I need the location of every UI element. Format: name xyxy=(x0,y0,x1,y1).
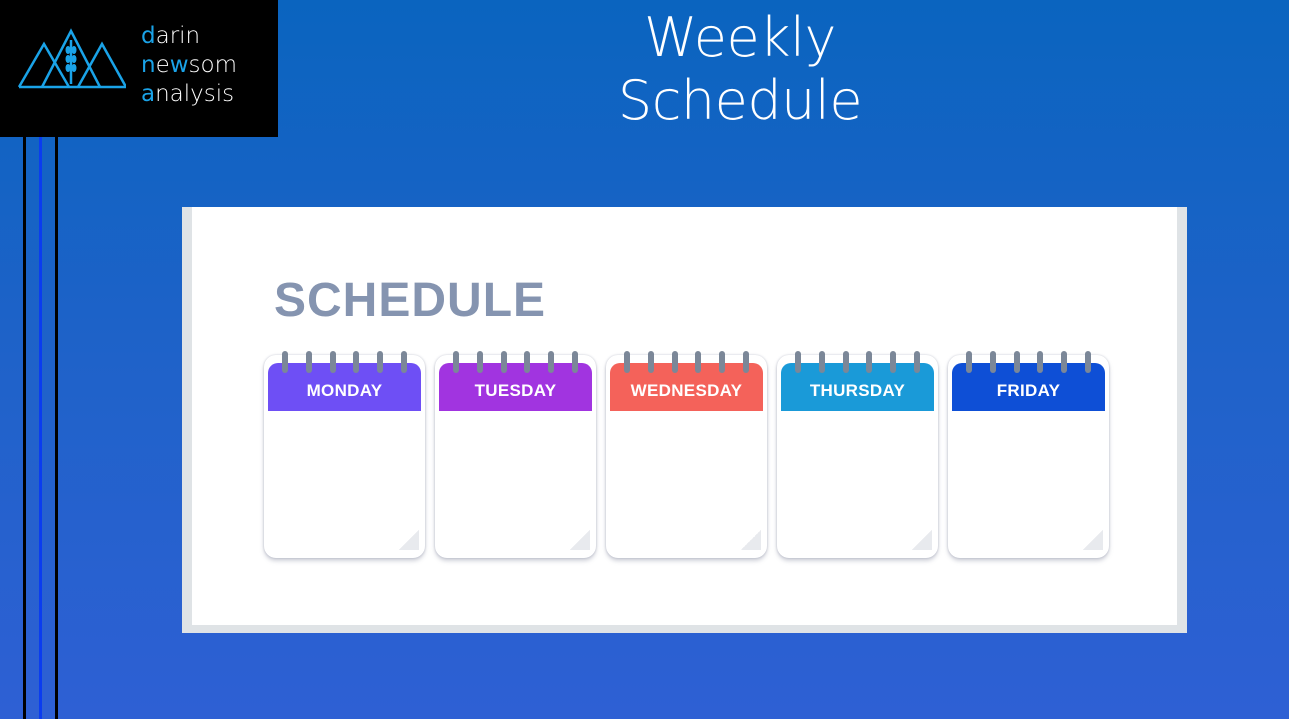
mountains-wheat-icon xyxy=(17,28,126,89)
page-curl-icon xyxy=(399,530,419,550)
logo-letter: w xyxy=(169,52,189,78)
logo-word: e xyxy=(155,52,170,78)
page-curl-icon xyxy=(1083,530,1103,550)
day-header: MONDAY xyxy=(268,363,421,411)
logo-letter: a xyxy=(141,81,156,107)
page-curl-icon xyxy=(570,530,590,550)
spiral-rings-icon xyxy=(795,351,920,373)
day-header: WEDNESDAY xyxy=(610,363,763,411)
page-curl-icon xyxy=(912,530,932,550)
day-card-monday: MONDAY xyxy=(264,351,425,558)
spiral-rings-icon xyxy=(966,351,1091,373)
logo-word: nalysis xyxy=(155,81,235,107)
decorative-line xyxy=(23,137,26,719)
logo-word: arin xyxy=(155,23,201,49)
decorative-line xyxy=(39,137,42,719)
logo-letter: n xyxy=(141,52,156,78)
logo-letter: d xyxy=(141,23,156,49)
day-header: THURSDAY xyxy=(781,363,934,411)
logo: darin newsom analysis xyxy=(0,0,278,137)
day-header: TUESDAY xyxy=(439,363,592,411)
schedule-heading: SCHEDULE xyxy=(274,274,547,327)
day-card-friday: FRIDAY xyxy=(948,351,1109,558)
day-card-tuesday: TUESDAY xyxy=(435,351,596,558)
logo-text: darin newsom analysis xyxy=(141,22,237,109)
page-title: Weekly Schedule xyxy=(617,6,863,132)
spiral-rings-icon xyxy=(624,351,749,373)
logo-word: som xyxy=(188,52,238,78)
schedule-image: SCHEDULE MONDAY TUESDAY WEDNESDAY THURSDAY F… xyxy=(182,207,1187,633)
spiral-rings-icon xyxy=(453,351,578,373)
decorative-line xyxy=(55,137,58,719)
spiral-rings-icon xyxy=(282,351,407,373)
day-card-wednesday: WEDNESDAY xyxy=(606,351,767,558)
day-card-thursday: THURSDAY xyxy=(777,351,938,558)
day-header: FRIDAY xyxy=(952,363,1105,411)
page-curl-icon xyxy=(741,530,761,550)
